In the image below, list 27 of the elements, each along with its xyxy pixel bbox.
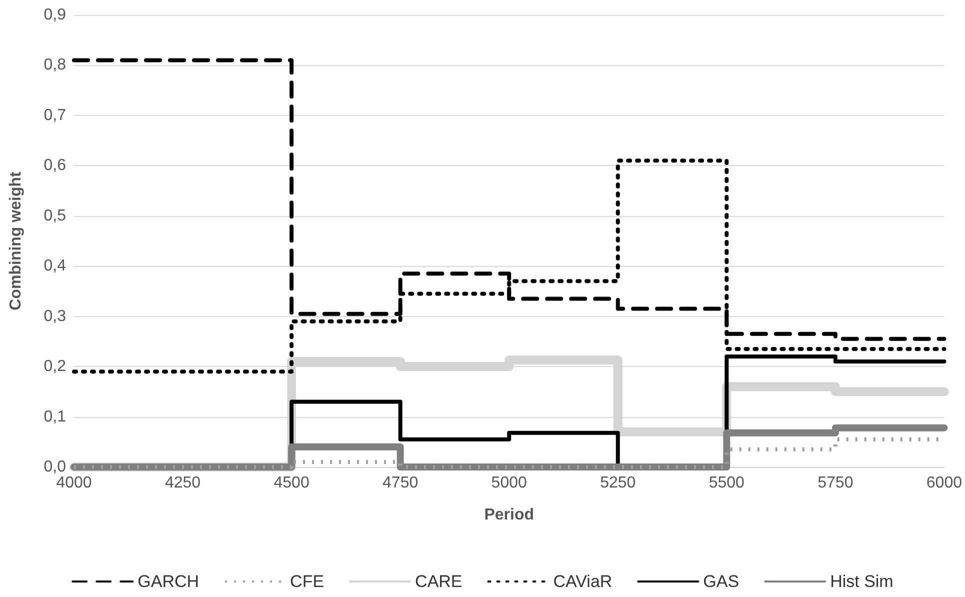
legend-label: GARCH bbox=[138, 572, 200, 591]
x-tick-label: 4000 bbox=[56, 474, 92, 492]
x-tick-label: 4250 bbox=[164, 474, 201, 492]
x-tick-label: 5250 bbox=[600, 474, 636, 492]
x-tick-label: 4500 bbox=[274, 474, 310, 492]
x-tick-label: 4750 bbox=[382, 474, 418, 492]
y-tick-label: 0,4 bbox=[44, 258, 66, 275]
legend-label: GAS bbox=[703, 572, 740, 591]
y-tick-label: 0,5 bbox=[44, 207, 66, 224]
y-tick-label: 0,1 bbox=[44, 408, 66, 426]
y-tick-label: 0,0 bbox=[44, 458, 66, 476]
x-tick-label: 6000 bbox=[926, 474, 962, 492]
legend-label: CAViaR bbox=[553, 572, 612, 591]
y-tick-label: 0,9 bbox=[44, 6, 66, 24]
legend-label: Hist Sim bbox=[830, 572, 894, 591]
y-tick-label: 0,3 bbox=[44, 308, 66, 325]
x-tick-label: 5000 bbox=[491, 474, 527, 492]
y-tick-label: 0,7 bbox=[44, 106, 66, 124]
y-axis-title: Combining weight bbox=[8, 171, 24, 310]
y-tick-label: 0,2 bbox=[44, 358, 66, 376]
x-tick-label: 5750 bbox=[818, 474, 854, 492]
x-axis-title: Period bbox=[484, 506, 534, 524]
legend-label: CFE bbox=[290, 572, 324, 591]
y-tick-label: 0,8 bbox=[44, 56, 66, 74]
x-tick-label: 5500 bbox=[708, 474, 745, 492]
y-tick-label: 0,6 bbox=[44, 157, 66, 174]
legend-label: CARE bbox=[415, 572, 462, 591]
